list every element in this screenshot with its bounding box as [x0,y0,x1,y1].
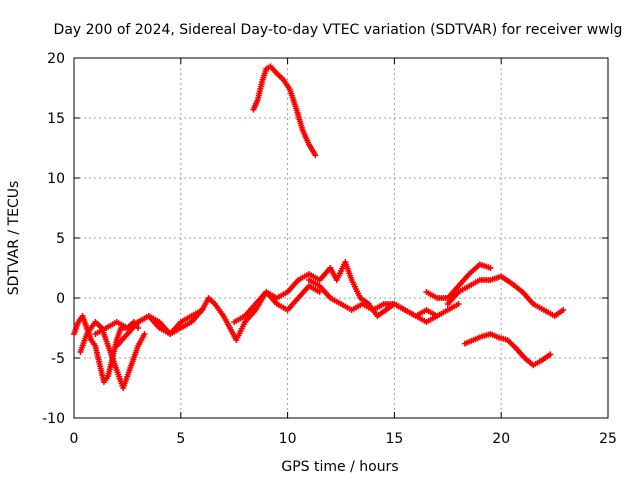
y-tick-label: 5 [56,231,65,247]
y-axis-label: SDTVAR / TECUs [6,181,22,296]
series-arc-8 [327,259,441,325]
data-point [560,307,567,313]
tick-labels: 0 5 10 15 20 25 -10 -5 0 5 10 15 20 [42,51,617,447]
y-tick-label: 15 [47,111,65,127]
series-arc-11 [461,331,554,369]
data-point [455,301,462,307]
data-point [135,325,142,331]
axes [73,57,609,419]
series-arc-4 [113,307,206,349]
data-point [316,289,323,295]
data-marks [71,63,567,391]
y-tick-label: 10 [47,171,65,187]
series-arc-9 [423,261,494,301]
chart-title: Day 200 of 2024, Sidereal Day-to-day VTE… [54,22,623,38]
data-point [199,307,206,313]
y-tick-label: -5 [51,351,65,367]
y-tick-label: -10 [42,411,65,427]
x-tick-label: 25 [599,431,617,447]
series-arc-2 [77,319,148,391]
plot-frame [73,57,609,419]
series-arc-5 [231,283,323,325]
y-tick-label: 0 [56,291,65,307]
data-point [547,351,554,358]
x-tick-label: 10 [279,431,297,447]
x-tick-label: 15 [385,431,403,447]
series-arc-10 [444,273,567,319]
series-arc-7 [305,277,462,319]
gridlines [74,58,608,418]
y-tick-label: 20 [47,51,65,67]
data-point [434,313,441,319]
x-tick-label: 0 [70,431,79,447]
data-point [141,331,148,337]
series-arc-6 [250,63,319,159]
x-tick-label: 20 [492,431,510,447]
data-point [487,265,494,271]
data-point [312,152,319,159]
x-axis-label: GPS time / hours [281,459,398,475]
x-tick-label: 5 [176,431,185,447]
